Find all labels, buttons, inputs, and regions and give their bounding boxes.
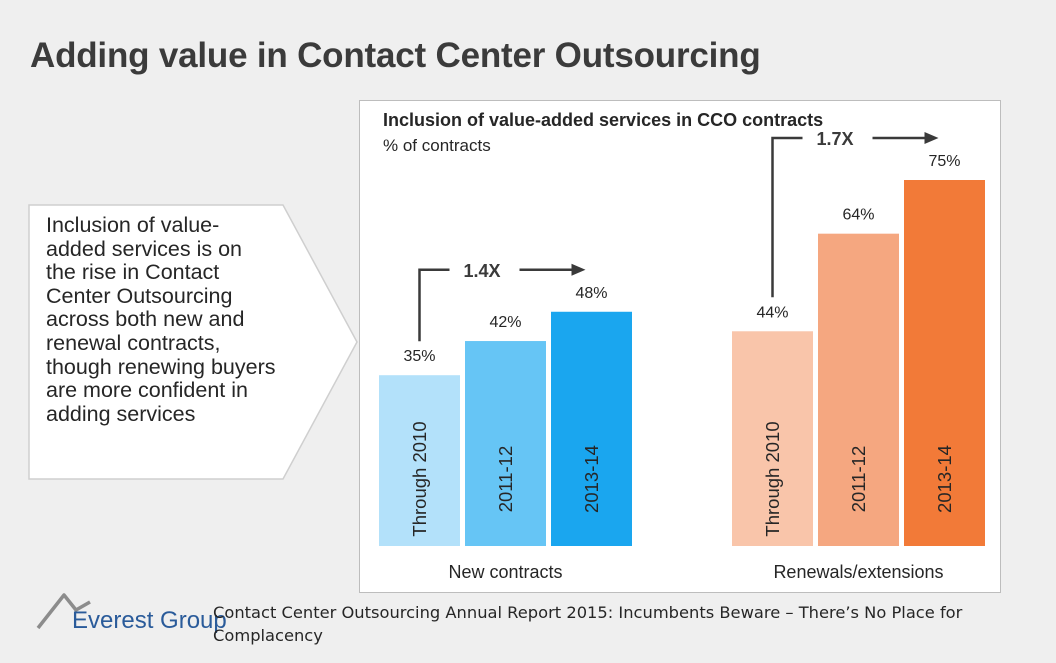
growth-multiplier-label: 1.7X [817, 129, 854, 149]
growth-arrow-head [571, 263, 586, 276]
growth-arrow-head [924, 132, 939, 144]
growth-connector-line [418, 268, 450, 342]
growth-connector-line [771, 136, 803, 298]
bar-value-label: 48% [575, 285, 607, 302]
growth-multiplier-label: 1.4X [464, 261, 501, 281]
chart-panel: Inclusion of value-added services in CCO… [359, 100, 1001, 593]
bar-category-label: 2011-12 [495, 446, 516, 513]
bar-category-label: 2013-14 [581, 445, 602, 513]
bar-value-label: 75% [928, 153, 960, 170]
bar [379, 375, 460, 546]
chart-title: Inclusion of value-added services in CCO… [383, 110, 823, 130]
logo-text: Everest Group [72, 607, 227, 634]
bar [818, 233, 899, 546]
source-citation: Contact Center Outsourcing Annual Report… [213, 603, 963, 645]
bar-value-label: 35% [403, 348, 435, 365]
chart-subtitle: % of contracts [383, 136, 491, 155]
bar-category-label: 2011-12 [848, 446, 869, 513]
everest-group-logo: Everest Group [36, 590, 227, 646]
bar [551, 311, 632, 546]
page-title: Adding value in Contact Center Outsourci… [30, 36, 761, 75]
bar-value-label: 42% [489, 314, 521, 331]
callout-text: Inclusion of value-added services is on … [46, 213, 276, 426]
bar-chart: Inclusion of value-added services in CCO… [379, 110, 985, 582]
callout-arrow-shape [28, 204, 358, 480]
bar [465, 341, 546, 546]
bar [904, 180, 985, 546]
group-label: New contracts [448, 562, 562, 582]
plot-area: 35% Through 2010 42% 2011-12 48% 2013-14 New c… [379, 129, 985, 582]
mountain-icon [36, 593, 91, 630]
group-label: Renewals/extensions [773, 562, 943, 582]
bar [732, 331, 813, 546]
bar-category-label: 2013-14 [934, 445, 955, 513]
bar-category-label: Through 2010 [762, 421, 783, 536]
bar-value-label: 64% [842, 207, 874, 224]
bar-value-label: 44% [756, 304, 788, 321]
bar-category-label: Through 2010 [409, 421, 430, 536]
